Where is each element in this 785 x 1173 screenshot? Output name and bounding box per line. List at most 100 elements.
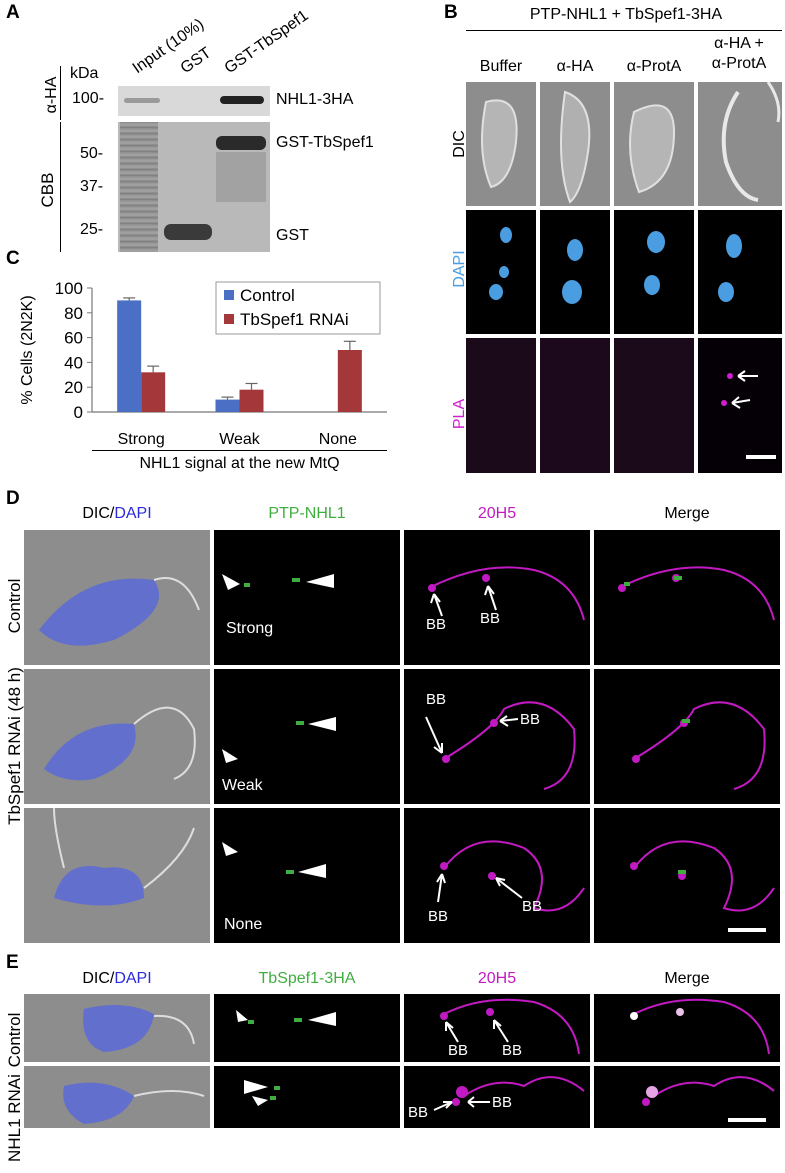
- panel-b-letter: B: [444, 2, 458, 23]
- marker-50: 50-: [80, 145, 104, 162]
- marker-37: 37-: [80, 178, 104, 195]
- dapi-image-alpha-ha: [540, 210, 610, 334]
- panel-b-header-line: [466, 30, 782, 31]
- col-combined: α-HA + α-ProtA: [711, 35, 767, 72]
- band-gst-tbspef1: GST-TbSpef1: [276, 134, 374, 151]
- e-header-dapi: DAPI: [114, 970, 152, 987]
- bar-rnai: [239, 389, 264, 412]
- y-tick-label: 100: [55, 279, 83, 298]
- panel-e-letter: E: [6, 952, 19, 973]
- d-magenta-rnai-2: BB BB: [404, 808, 590, 943]
- e-dic-nhl1: [24, 1066, 210, 1128]
- d-bb-rnai1-1: BB: [426, 691, 447, 708]
- alpha-ha-label: α-HA: [43, 76, 60, 114]
- d-bb-control-1: BB: [426, 616, 447, 633]
- band-gst: GST: [276, 227, 309, 244]
- d-bb-control-2: BB: [480, 610, 501, 627]
- d-magenta-control: BB BB: [404, 530, 590, 665]
- panel-b-header: PTP-NHL1 + TbSpef1-3HA: [529, 6, 723, 23]
- side-divider-cbb: [60, 122, 61, 252]
- y-axis-label: % Cells (2N2K): [19, 295, 36, 404]
- dapi-image-alpha-prota: [614, 210, 694, 334]
- e-merge-nhl1: [594, 1066, 780, 1128]
- d-signal-weak: Weak: [222, 777, 263, 794]
- col-buffer: Buffer: [479, 58, 523, 75]
- x-axis-label: NHL1 signal at the new MtQ: [139, 455, 340, 472]
- x-category-line: [92, 450, 387, 451]
- d-header-20h5: 20H5: [477, 505, 517, 522]
- pla-image-combined: [698, 338, 782, 473]
- e-merge-control: [594, 994, 780, 1062]
- e-magenta-nhl1: BB BB: [404, 1066, 590, 1128]
- x-tick-label: None: [319, 431, 357, 448]
- chart-bars: [117, 297, 362, 412]
- d-header-dic: DIC/: [82, 505, 115, 522]
- e-green-control: [214, 994, 400, 1062]
- e-magenta-control: BB BB: [404, 994, 590, 1062]
- legend-label: TbSpef1 RNAi: [240, 310, 349, 329]
- bar-chart: % Cells (2N2K) 0 20 40 60 80 100 Strong Weak Non…: [19, 279, 387, 448]
- d-dic-rnai-1: [24, 669, 210, 804]
- legend-swatch: [224, 290, 234, 300]
- y-tick-label: 0: [74, 403, 83, 422]
- bar-control: [117, 300, 142, 412]
- d-bb-rnai2-1: BB: [428, 908, 449, 925]
- dic-image-alpha-ha: [540, 82, 610, 206]
- e-header-20h5: 20H5: [477, 970, 517, 987]
- d-header-dic-dapi: DIC/DAPI: [24, 505, 210, 523]
- d-green-rnai-1: Weak: [214, 669, 400, 804]
- marker-25: 25-: [80, 221, 104, 238]
- d-dic-rnai-2: [24, 808, 210, 943]
- panel-a-letter: A: [6, 2, 20, 23]
- d-row-rnai: TbSpef1 RNAi (48 h): [5, 667, 24, 825]
- cbb-label: CBB: [38, 172, 57, 208]
- bar-rnai: [141, 372, 166, 412]
- e-bb-nhl1-1: BB: [408, 1104, 429, 1121]
- coomassie-gel: [118, 122, 270, 252]
- x-tick-label: Weak: [219, 431, 261, 448]
- d-signal-none: None: [224, 916, 263, 933]
- d-green-control: Strong: [214, 530, 400, 665]
- dic-image-buffer: [466, 82, 536, 206]
- d-dic-control: [24, 530, 210, 665]
- band-nhl1-3ha: NHL1-3HA: [276, 91, 354, 108]
- dic-image-alpha-prota: [614, 82, 694, 206]
- d-header-merge: Merge: [664, 505, 710, 522]
- y-tick-label: 80: [64, 304, 83, 323]
- d-bb-rnai1-2: BB: [520, 711, 541, 728]
- e-header-dic-dapi: DIC/DAPI: [24, 970, 210, 988]
- lane-gst-tbspef1-label: GST-TbSpef1: [221, 7, 312, 78]
- e-header-merge: Merge: [664, 970, 710, 987]
- bar-control: [215, 399, 240, 412]
- western-blot-ha: [118, 86, 270, 116]
- e-green-nhl1: [214, 1066, 400, 1128]
- chart-axes: 0 20 40 60 80 100 Strong Weak None: [55, 279, 387, 448]
- d-header-ptp-nhl1: PTP-NHL1: [268, 505, 346, 522]
- d-magenta-rnai-1: BB BB: [404, 669, 590, 804]
- dapi-image-buffer: [466, 210, 536, 334]
- e-row-nhl1: NHL1 RNAi: [5, 1074, 24, 1162]
- y-tick-label: 20: [64, 378, 83, 397]
- d-bb-rnai2-2: BB: [522, 898, 543, 915]
- y-tick-label: 60: [64, 329, 83, 348]
- e-header-dic: DIC/: [82, 970, 115, 987]
- pla-image-alpha-ha: [540, 338, 610, 473]
- legend-box: [215, 281, 381, 335]
- col-alpha-ha: α-HA: [556, 58, 594, 75]
- legend-swatch: [224, 314, 234, 324]
- panel-d-letter: D: [6, 488, 20, 509]
- e-bb-nhl1-2: BB: [492, 1094, 513, 1111]
- chart-legend: Control TbSpef1 RNAi: [215, 281, 381, 335]
- e-bb-control-2: BB: [502, 1042, 523, 1059]
- legend-label: Control: [240, 286, 295, 305]
- x-tick-label: Strong: [118, 431, 165, 448]
- d-merge-rnai-1: [594, 669, 780, 804]
- d-merge-rnai-2: [594, 808, 780, 943]
- lane-gst-label: GST: [177, 44, 215, 78]
- pla-image-alpha-prota: [614, 338, 694, 473]
- kda-label: kDa: [70, 65, 99, 82]
- panel-c-letter: C: [6, 248, 20, 269]
- d-header-dapi: DAPI: [114, 505, 152, 522]
- dic-image-combined: [698, 82, 782, 206]
- e-dic-control: [24, 994, 210, 1062]
